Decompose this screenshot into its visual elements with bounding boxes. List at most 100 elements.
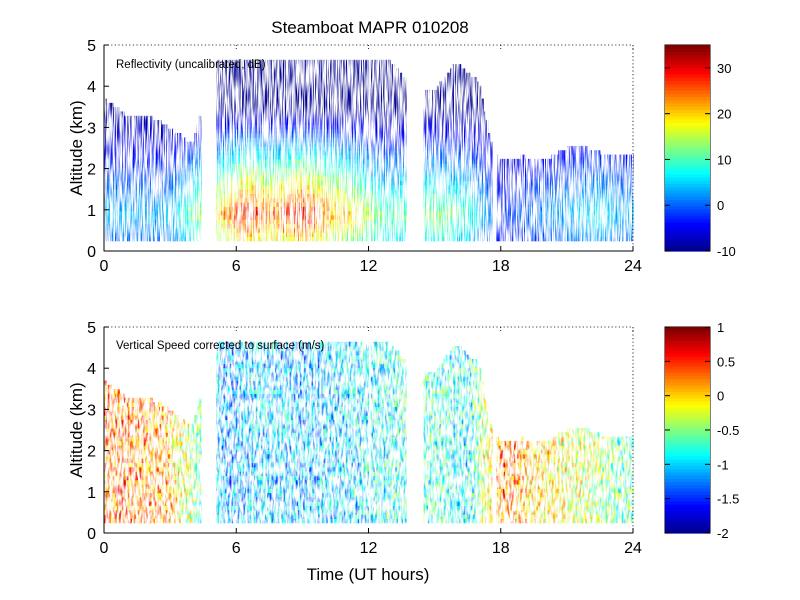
heatmap-cell bbox=[260, 171, 264, 177]
heatmap-cell bbox=[401, 102, 405, 108]
heatmap-cell bbox=[110, 102, 114, 108]
heatmap-cell bbox=[390, 223, 394, 229]
heatmap-cell bbox=[185, 201, 189, 207]
heatmap-cell bbox=[278, 232, 281, 237]
heatmap-cell bbox=[399, 206, 403, 212]
heatmap-cell bbox=[137, 184, 140, 190]
heatmap-cell bbox=[353, 189, 356, 194]
heatmap-cell bbox=[128, 150, 132, 156]
heatmap-cell bbox=[394, 158, 398, 164]
heatmap-cell bbox=[388, 206, 392, 212]
heatmap-cell bbox=[161, 154, 165, 160]
heatmap-cell bbox=[434, 133, 438, 138]
heatmap-cell bbox=[361, 94, 365, 100]
heatmap-cell bbox=[189, 145, 193, 151]
heatmap-cell bbox=[372, 150, 376, 156]
heatmap-cell bbox=[399, 189, 403, 194]
heatmap-cell bbox=[216, 201, 220, 207]
heatmap-cell bbox=[348, 137, 352, 143]
heatmap-cell bbox=[264, 158, 268, 164]
heatmap-cell bbox=[220, 68, 224, 74]
heatmap-cell bbox=[357, 115, 361, 121]
heatmap-cell bbox=[223, 206, 226, 212]
heatmap-cell bbox=[304, 150, 308, 156]
heatmap-cell bbox=[308, 206, 312, 212]
heatmap-cell bbox=[392, 98, 396, 104]
heatmap-cell bbox=[308, 176, 312, 181]
heatmap-cell bbox=[167, 141, 171, 147]
heatmap-cell bbox=[320, 219, 323, 225]
heatmap-cell bbox=[145, 133, 149, 138]
heatmap-cell bbox=[262, 219, 266, 225]
heatmap-cell bbox=[370, 154, 374, 160]
heatmap-cell bbox=[216, 64, 220, 70]
heatmap-cell bbox=[357, 189, 361, 194]
heatmap-cell bbox=[324, 163, 328, 169]
heatmap-cell bbox=[152, 232, 156, 237]
heatmap-cell bbox=[348, 111, 352, 117]
heatmap-cell bbox=[428, 227, 431, 233]
heatmap-cell bbox=[194, 214, 198, 220]
heatmap-cell bbox=[280, 150, 284, 156]
heatmap-cell bbox=[108, 141, 112, 147]
heatmap-cell bbox=[242, 193, 246, 199]
heatmap-cell bbox=[176, 193, 180, 199]
heatmap-cell bbox=[361, 89, 365, 95]
heatmap-cell bbox=[361, 145, 365, 151]
heatmap-cell bbox=[372, 145, 376, 151]
heatmap-cell bbox=[181, 141, 184, 147]
heatmap-cell bbox=[165, 223, 169, 229]
heatmap-cell bbox=[282, 145, 286, 151]
heatmap-cell bbox=[132, 201, 136, 207]
heatmap-cell bbox=[256, 219, 259, 225]
heatmap-cell bbox=[256, 102, 259, 108]
heatmap-cell bbox=[335, 133, 339, 138]
heatmap-cell bbox=[364, 189, 367, 194]
heatmap-cell bbox=[304, 189, 308, 194]
heatmap-cell bbox=[256, 137, 259, 143]
heatmap-cell bbox=[156, 163, 160, 169]
heatmap-cell bbox=[172, 171, 176, 177]
heatmap-cell bbox=[282, 236, 286, 242]
heatmap-cell bbox=[372, 236, 376, 242]
heatmap-cell bbox=[194, 189, 198, 194]
heatmap-cell bbox=[337, 210, 341, 216]
heatmap-cell bbox=[280, 102, 284, 108]
heatmap-cell bbox=[337, 206, 341, 212]
heatmap-cell bbox=[174, 236, 178, 242]
heatmap-cell bbox=[167, 133, 171, 138]
heatmap-cell bbox=[370, 201, 374, 207]
heatmap-cell bbox=[218, 64, 222, 70]
heatmap-cell bbox=[320, 210, 323, 216]
heatmap-cell bbox=[346, 128, 350, 134]
heatmap-cell bbox=[218, 193, 222, 199]
heatmap-cell bbox=[117, 133, 121, 138]
heatmap-cell bbox=[333, 201, 337, 207]
heatmap-cell bbox=[126, 163, 129, 169]
heatmap-cell bbox=[247, 197, 251, 203]
heatmap-cell bbox=[286, 232, 290, 237]
heatmap-cell bbox=[225, 167, 229, 173]
heatmap-cell bbox=[434, 197, 438, 203]
heatmap-cell bbox=[178, 180, 182, 186]
heatmap-cell bbox=[381, 176, 385, 181]
heatmap-cell bbox=[236, 163, 240, 169]
heatmap-cell bbox=[399, 171, 403, 177]
heatmap-cell bbox=[342, 227, 345, 233]
heatmap-cell bbox=[361, 124, 365, 130]
heatmap-cell bbox=[251, 77, 255, 82]
heatmap-cell bbox=[137, 232, 140, 237]
heatmap-cell bbox=[403, 98, 407, 104]
heatmap-cell bbox=[315, 201, 319, 207]
heatmap-cell bbox=[231, 227, 235, 233]
heatmap-cell bbox=[388, 85, 392, 91]
heatmap-cell bbox=[126, 167, 129, 173]
heatmap-cell bbox=[282, 227, 286, 233]
heatmap-cell bbox=[152, 124, 156, 130]
heatmap-cell bbox=[390, 158, 394, 164]
heatmap-cell bbox=[350, 210, 354, 216]
heatmap-cell bbox=[240, 85, 244, 91]
heatmap-cell bbox=[392, 214, 396, 220]
heatmap-cell bbox=[183, 163, 187, 169]
heatmap-cell bbox=[392, 133, 396, 138]
